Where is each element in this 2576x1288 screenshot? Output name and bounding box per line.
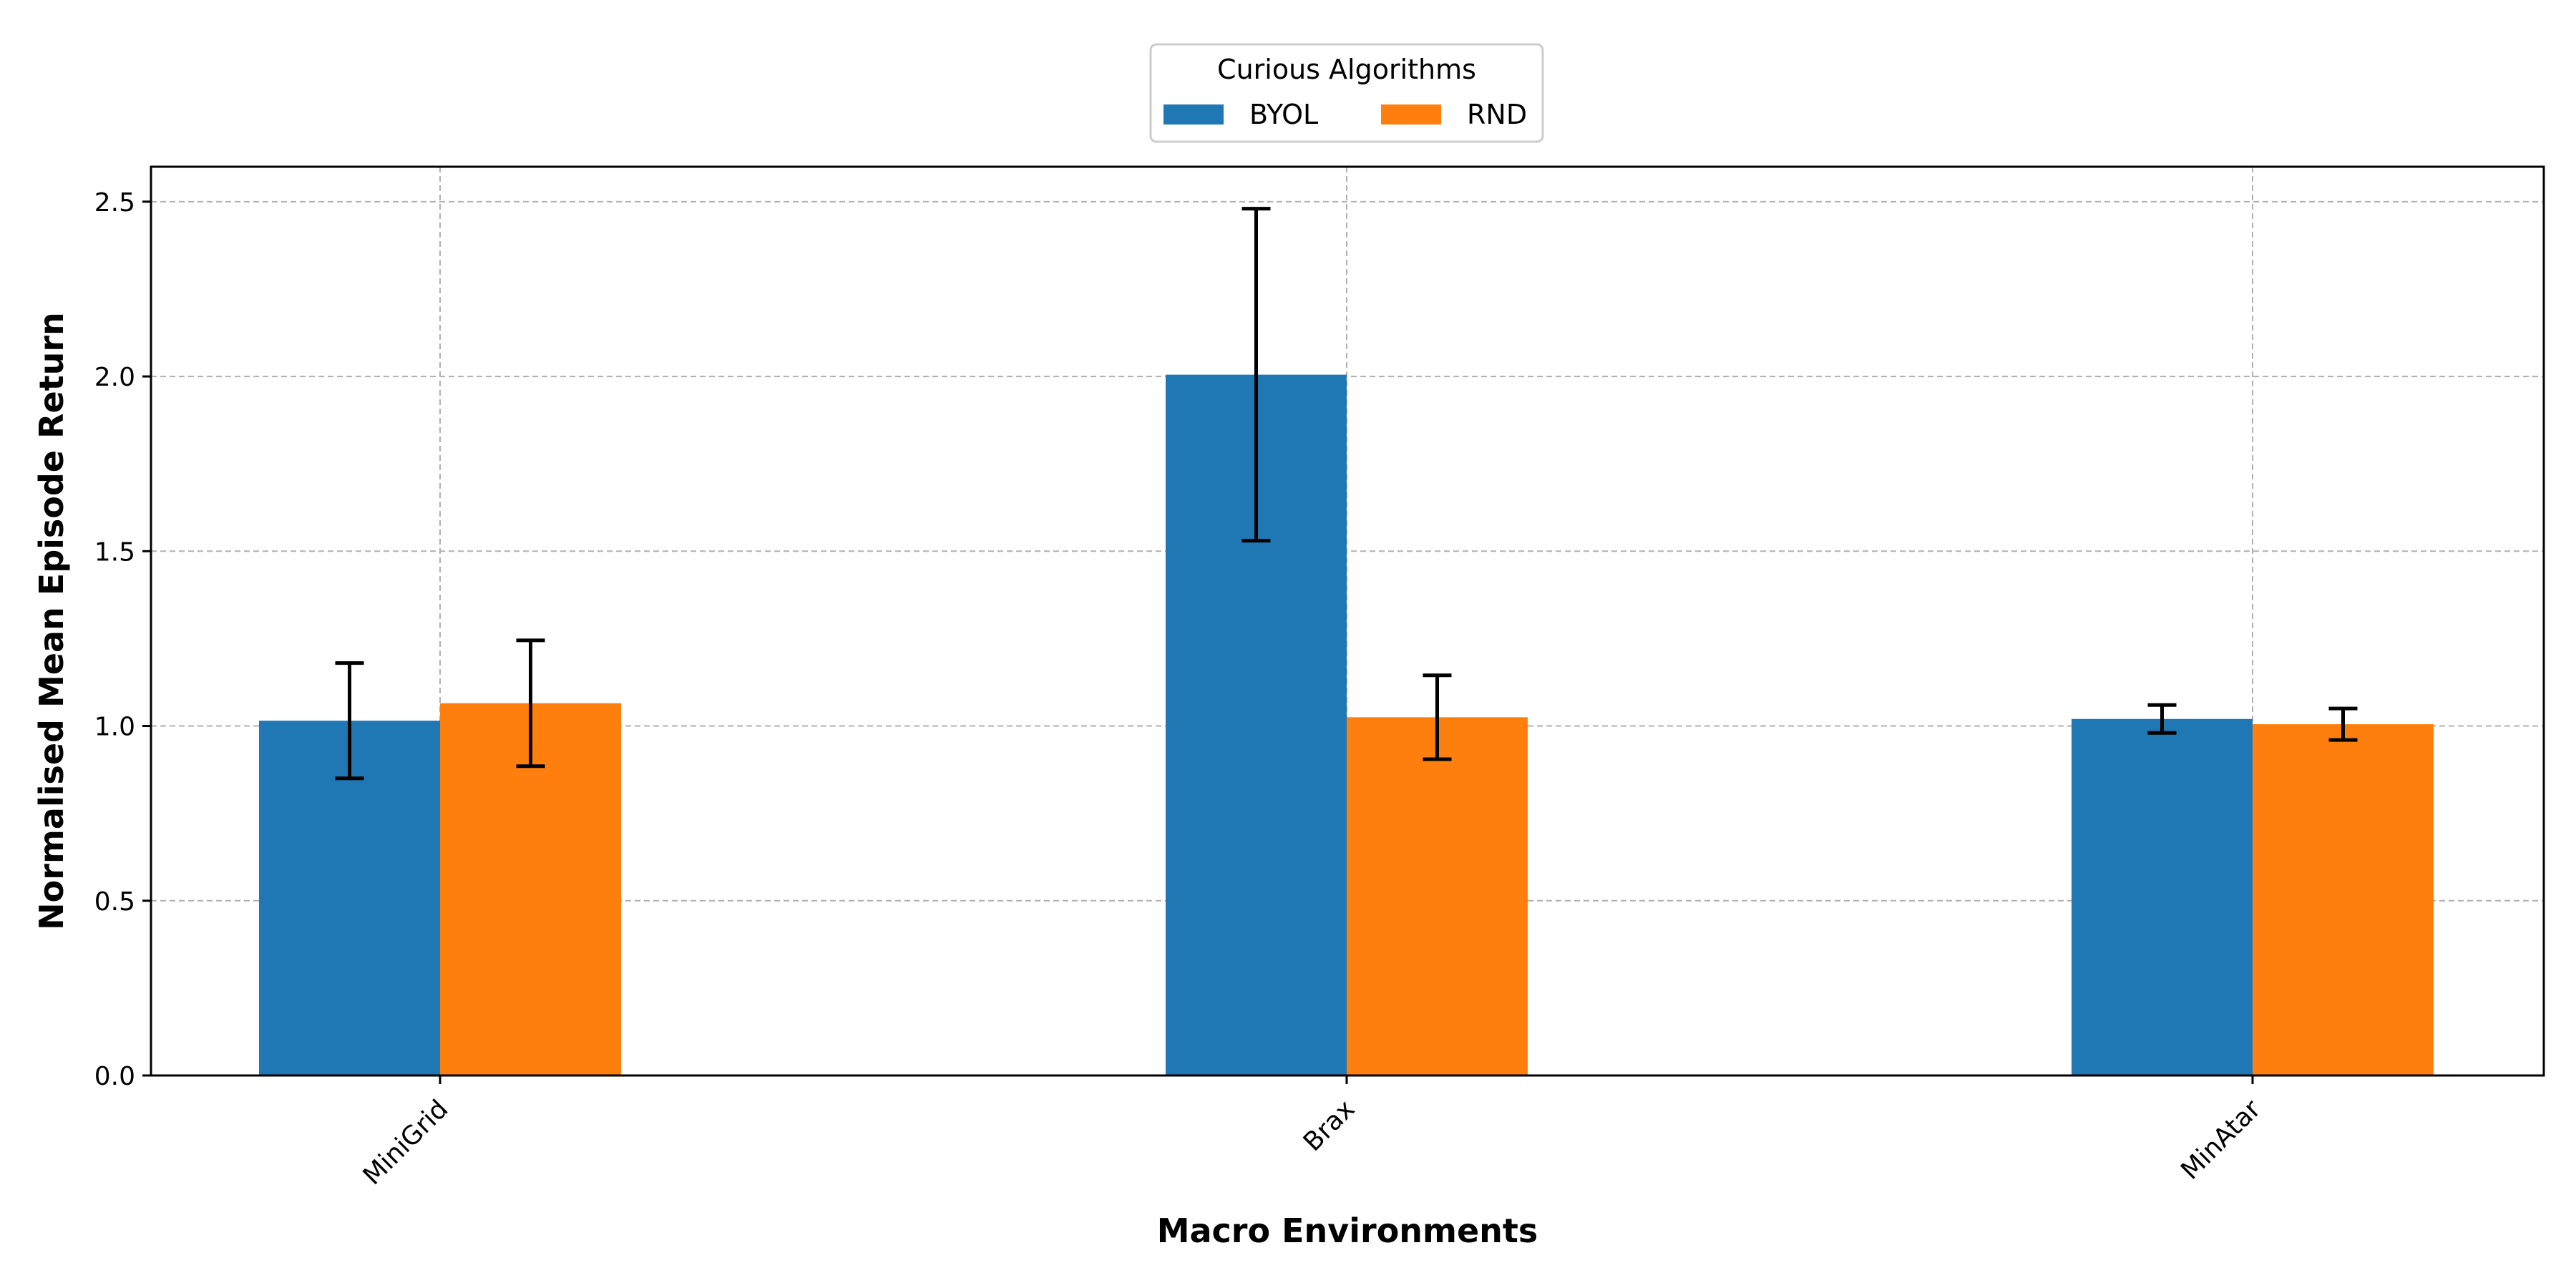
y-tick-label: 0.0	[94, 1062, 135, 1091]
error-bar-rnd-minatar	[2328, 706, 2358, 742]
bar-rnd-brax	[1347, 717, 1528, 1075]
error-bar-byol-minatar	[2147, 703, 2177, 735]
y-tick-label: 1.5	[94, 537, 135, 567]
error-bar-byol-minigrid	[335, 661, 364, 781]
bar-rnd-minatar	[2253, 724, 2434, 1075]
legend: Curious Algorithms BYOL RND	[1149, 43, 1544, 143]
bars	[259, 374, 2434, 1075]
legend-label-byol: BYOL	[1249, 99, 1318, 130]
y-axis-title: Normalised Mean Episode Return	[32, 312, 71, 930]
y-tick-label: 1.0	[94, 713, 135, 742]
legend-swatch-rnd	[1381, 104, 1441, 125]
x-axis-title: Macro Environments	[1157, 1211, 1538, 1250]
error-bar-byol-brax	[1241, 207, 1271, 543]
legend-swatch-byol	[1163, 104, 1224, 125]
error-bars	[335, 207, 2358, 781]
error-bar-rnd-minigrid	[516, 638, 545, 769]
legend-label-rnd: RND	[1467, 99, 1527, 130]
y-tick-label: 2.5	[94, 188, 135, 218]
legend-box	[1149, 43, 1544, 143]
y-axis: 0.0 0.5 1.0 1.5 2.0 2.5	[94, 188, 151, 1091]
error-bar-rnd-brax	[1423, 673, 1452, 761]
bar-byol-minatar	[2072, 718, 2253, 1075]
legend-title: Curious Algorithms	[1217, 54, 1476, 85]
y-tick-label: 0.5	[94, 887, 135, 917]
y-tick-label: 2.0	[94, 363, 135, 392]
